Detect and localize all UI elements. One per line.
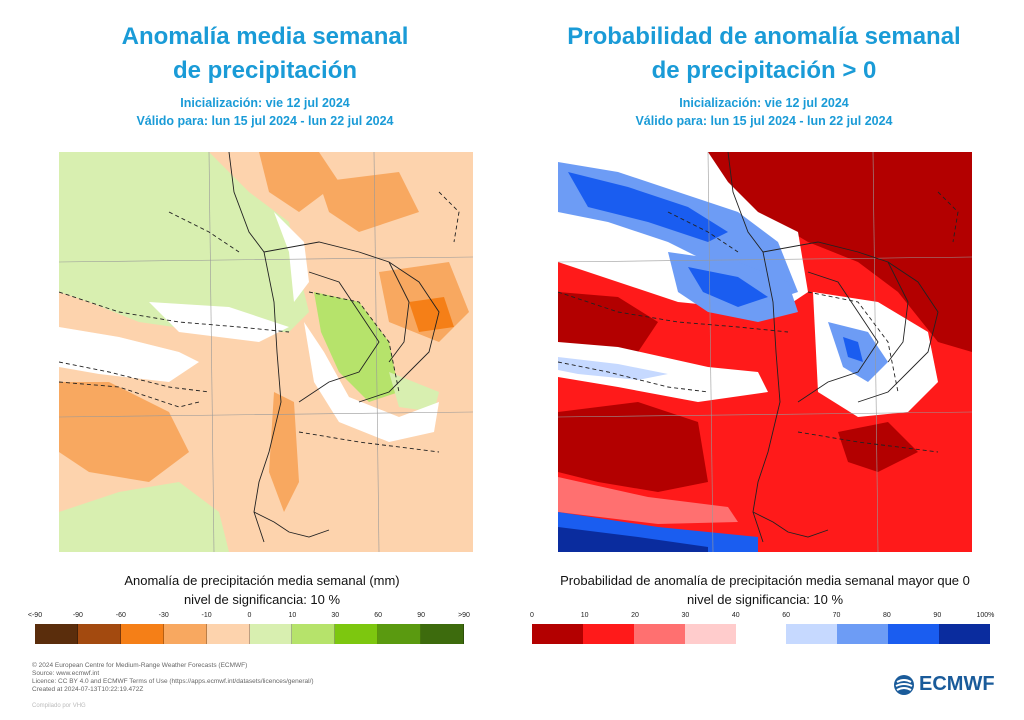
left-tick: 0 [247,612,252,619]
right-tick: 60 [782,612,791,619]
ecmwf-logo: ECMWF [893,673,995,696]
right-colorbar-ticks: 0 10 20 30 40 60 70 80 90 100% [530,612,994,624]
right-caption-line2: nivel de significancia: 10 % [686,592,844,607]
right-colorbar-swatch-0 [532,624,583,644]
right-colorbar-swatch-3 [684,624,736,644]
right-tick: 0 [530,612,534,619]
right-init-date: Inicialización: vie 12 jul 2024 [679,96,849,110]
left-title-line1: Anomalía media semanal [121,23,409,50]
left-init-date: Inicialización: vie 12 jul 2024 [180,96,350,110]
left-tick: 60 [374,612,383,619]
left-colorbar-swatch-7 [335,624,379,644]
ecmwf-logo-icon [894,674,914,695]
left-tick: >90 [458,612,470,619]
left-title-line2: de precipitación [172,57,358,84]
left-caption-line1: Anomalía de precipitación media semanal … [124,573,400,588]
left-colorbar-swatch-4 [206,624,250,644]
left-tick: -10 [201,612,212,619]
footer-created: Created at 2024-07-13T10:22:19.472Z [32,686,144,693]
left-tick: -90 [72,612,83,619]
left-colorbar [35,624,465,644]
right-tick: 90 [933,612,942,619]
left-tick: 90 [417,612,425,619]
right-tick: 80 [883,612,891,619]
right-colorbar [532,624,991,644]
left-colorbar-swatch-3 [163,624,207,644]
footer-licence: Licence: CC BY 4.0 and ECMWF Terms of Us… [32,678,314,685]
left-colorbar-swatch-8 [378,624,422,644]
left-valid-range: Válido para: lun 15 jul 2024 - lun 22 ju… [136,114,394,128]
left-colorbar-swatch-1 [77,624,121,644]
left-tick: 10 [288,612,297,619]
copyright-footer: © 2024 European Centre for Medium-Range … [32,662,314,694]
compiled-by-note: Compilado por VHG [32,703,86,709]
right-colorbar-swatch-8 [939,624,991,644]
precipitation-anomaly-map [59,152,473,552]
right-tick: 70 [832,612,841,619]
right-tick: 40 [731,612,740,619]
right-colorbar-swatch-6 [837,624,889,644]
right-colorbar-swatch-2 [633,624,685,644]
right-colorbar-swatch-7 [888,624,940,644]
right-caption-line1: Probabilidad de anomalía de precipitació… [560,573,970,588]
ecmwf-logo-text: ECMWF [919,673,995,695]
left-colorbar-swatch-9 [421,624,465,644]
right-colorbar-swatch-5 [786,624,838,644]
left-colorbar-ticks: <-90 -90 -60 -30 -10 0 10 30 60 90 >90 [28,612,470,624]
left-colorbar-swatch-2 [120,624,164,644]
right-tick: 30 [681,612,690,619]
right-colorbar-swatch-1 [582,624,634,644]
left-tick: -60 [115,612,126,619]
right-title-line1: Probabilidad de anomalía semanal [567,23,961,50]
left-colorbar-swatch-0 [35,624,78,644]
right-tick: 100% [976,612,995,619]
right-title-line2: de precipitación > 0 [651,57,877,84]
footer-copyright: © 2024 European Centre for Medium-Range … [32,662,248,669]
left-caption-line2: nivel de significancia: 10 % [183,592,341,607]
right-colorbar-swatch-4 [735,624,787,644]
left-tick: -30 [158,612,169,619]
right-tick: 20 [631,612,639,619]
probability-anomaly-map [558,152,972,552]
left-tick: <-90 [27,612,43,619]
left-tick: 30 [331,612,340,619]
footer-source: Source: www.ecmwf.int [32,670,100,677]
left-colorbar-swatch-6 [292,624,336,644]
right-tick: 10 [580,612,589,619]
right-valid-range: Válido para: lun 15 jul 2024 - lun 22 ju… [635,114,893,128]
left-colorbar-swatch-5 [249,624,293,644]
